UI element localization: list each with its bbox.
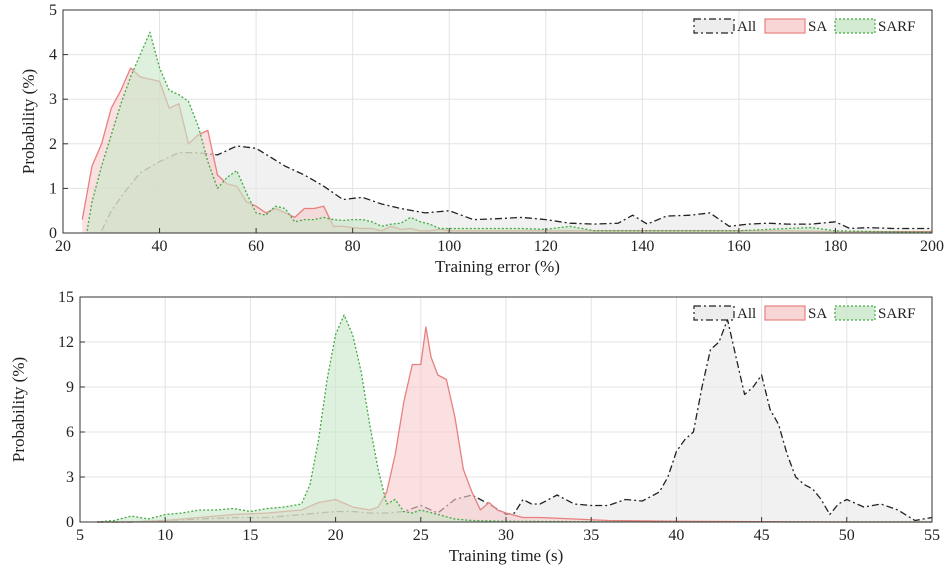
x-tick-label-8: 45 [754,527,770,544]
series-sarf-line [96,314,932,523]
series-sarf-line [86,31,933,233]
plot-frame [62,9,933,234]
x-tick-label-7: 160 [727,238,751,255]
x-axis-label: Training time (s) [449,546,564,565]
x-tick-label-0: 5 [76,527,84,544]
series-sarf-area [87,32,933,233]
x-tick-label-10: 55 [924,527,940,544]
x-tick-label-5: 30 [498,527,514,544]
legend: All SA SARF [693,305,916,322]
x-tick-label-4: 25 [413,527,429,544]
chart-panel-0: 20 40 60 80 100 120 140 160 180 200 0 1 2 3 4 5 Training… [19,2,944,276]
y-tick-label-1: 3 [66,469,74,486]
legend-label-all: All [737,306,756,322]
y-tick-label-2: 2 [49,136,57,153]
x-tick-label-7: 40 [668,527,684,544]
x-tick-label-1: 40 [152,238,168,255]
legend-swatch-sa [764,18,806,34]
series-all-area [97,319,932,522]
chart-panel-1: 5 10 15 20 25 30 35 40 45 50 55 0 3 6 9 12 15 Training ti… [9,289,940,565]
y-axis-label: Probability (%) [9,357,28,462]
legend-label-all: All [737,19,756,35]
y-tick-label-3: 3 [49,91,57,108]
legend-label-sa: SA [808,306,827,322]
x-tick-label-9: 200 [920,238,944,255]
x-tick-label-5: 120 [534,238,558,255]
y-tick-label-4: 12 [58,334,74,351]
y-tick-label-5: 5 [49,2,57,19]
x-tick-label-8: 180 [823,238,847,255]
y-tick-label-0: 0 [49,225,57,242]
legend-swatch-all [693,18,735,34]
legend-swatch-sa [764,305,806,321]
x-tick-label-4: 100 [437,238,461,255]
y-tick-label-1: 1 [49,180,57,197]
legend-swatch-sarf [834,305,876,321]
x-tick-label-2: 60 [248,238,264,255]
legend-label-sarf: SARF [878,19,916,35]
x-tick-label-6: 35 [583,527,599,544]
x-tick-label-6: 140 [630,238,654,255]
y-tick-label-5: 15 [58,289,74,306]
x-tick-label-0: 20 [55,238,71,255]
y-tick-label-3: 9 [66,379,74,396]
y-tick-label-0: 0 [66,514,74,531]
x-axis-label: Training error (%) [435,257,560,276]
x-tick-label-3: 80 [345,238,361,255]
x-tick-label-2: 15 [242,527,258,544]
series-all-line [101,145,932,232]
x-tick-label-3: 20 [328,527,344,544]
legend-label-sa: SA [808,19,827,35]
legend-label-sarf: SARF [878,306,916,322]
x-tick-label-9: 50 [839,527,855,544]
x-tick-label-1: 10 [157,527,173,544]
y-axis-label: Probability (%) [19,69,38,174]
legend: All SA SARF [693,18,916,35]
legend-swatch-sarf [834,18,876,34]
legend-swatch-all [693,305,735,321]
y-tick-label-4: 4 [49,47,57,64]
y-tick-label-2: 6 [66,424,74,441]
